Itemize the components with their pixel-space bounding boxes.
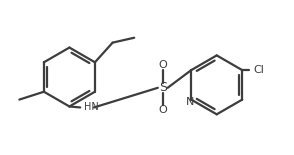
Text: O: O: [158, 60, 167, 70]
Text: S: S: [159, 81, 167, 94]
Text: N: N: [186, 97, 194, 106]
Text: Cl: Cl: [253, 65, 264, 75]
Text: HN: HN: [84, 102, 99, 113]
Text: O: O: [158, 105, 167, 115]
